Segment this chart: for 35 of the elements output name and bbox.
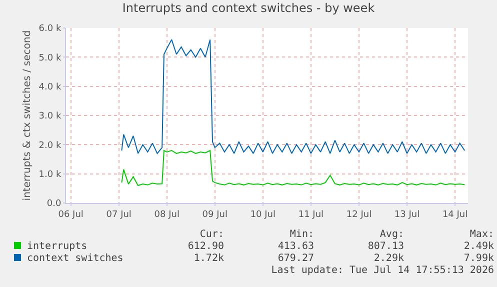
line-series bbox=[121, 150, 466, 186]
x-tick-label: 11 Jul bbox=[298, 210, 324, 220]
y-tick-label: 2.0 k bbox=[38, 140, 62, 151]
x-tick-label: 08 Jul bbox=[154, 210, 180, 220]
text: 612.90 bbox=[186, 241, 224, 253]
text: 413.63 bbox=[276, 241, 314, 253]
text: 807.13 bbox=[366, 241, 404, 253]
x-tick-label: 12 Jul bbox=[346, 210, 372, 220]
text: Avg: bbox=[378, 229, 404, 241]
x-tick-label: 07 Jul bbox=[106, 210, 132, 220]
text: 1.72k bbox=[192, 253, 224, 265]
y-tick-label: 3.0 k bbox=[38, 112, 62, 122]
line-series bbox=[121, 39, 466, 154]
x-tick-label: 10 Jul bbox=[250, 210, 276, 220]
x-tick-label: 14 Jul bbox=[442, 210, 468, 220]
y-tick-label: 6.0 k bbox=[38, 24, 62, 34]
text: 2.29k bbox=[372, 253, 404, 265]
y-tick-label: 4.0 k bbox=[38, 82, 62, 92]
y-tick-label: 0.0 bbox=[46, 199, 62, 210]
x-tick-label: 06 Jul bbox=[58, 210, 84, 220]
x-tick-label: 09 Jul bbox=[202, 210, 228, 220]
y-tick-label: 5.0 k bbox=[38, 53, 62, 64]
x-tick-label: 13 Jul bbox=[394, 210, 420, 220]
chart-title: Interrupts and context switches - by week bbox=[122, 0, 375, 15]
text: Max: bbox=[468, 229, 494, 241]
text: 2.49k bbox=[462, 241, 494, 253]
legend-label: interrupts bbox=[26, 241, 88, 253]
y-tick-label: 1.0 k bbox=[38, 170, 62, 180]
text: Min: bbox=[288, 229, 314, 241]
text: Cur: bbox=[198, 229, 224, 241]
y-axis-title: interrupts & ctx switches / second bbox=[22, 30, 33, 201]
legend-label: context switches bbox=[26, 253, 124, 265]
text: Last update: Tue Jul 14 17:55:13 2026 bbox=[270, 265, 494, 277]
text: 679.27 bbox=[276, 253, 314, 265]
text: 7.99k bbox=[462, 253, 494, 265]
